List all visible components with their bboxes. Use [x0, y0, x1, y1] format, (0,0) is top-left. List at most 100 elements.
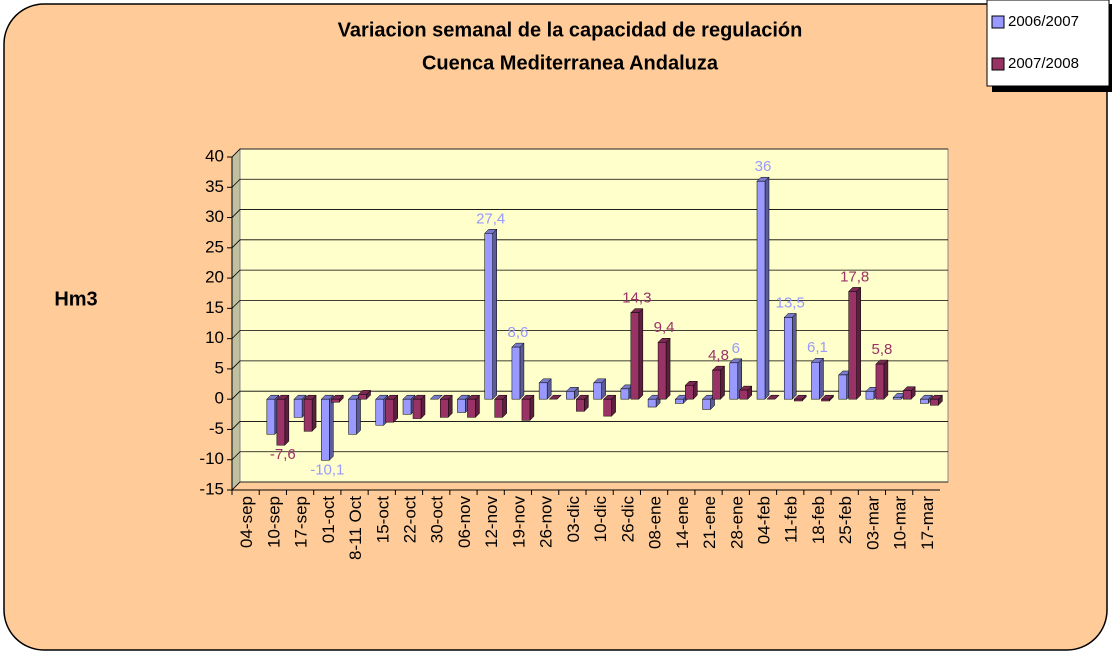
grid-line	[231, 360, 948, 370]
bar-side	[720, 365, 725, 400]
grid-line	[231, 421, 948, 430]
x-tick-label: 30-oct	[428, 496, 447, 544]
x-tick-label: 8-11 Oct	[346, 496, 365, 560]
bar	[358, 394, 367, 400]
bar	[521, 398, 531, 421]
plot-back-wall	[239, 148, 949, 483]
grid-line	[231, 390, 948, 400]
bar	[511, 346, 521, 400]
bar	[566, 391, 575, 400]
bar	[739, 389, 749, 400]
bar	[412, 398, 422, 419]
data-label: 9,4	[654, 319, 675, 336]
y-tick-label: 30	[205, 207, 224, 226]
bar	[702, 398, 711, 410]
grid-line	[231, 148, 948, 158]
grid-line	[231, 330, 948, 339]
bar-top	[766, 394, 780, 400]
data-label: 6,1	[807, 339, 828, 356]
grid-line	[231, 451, 948, 461]
bar	[603, 398, 612, 417]
bar-side	[492, 228, 497, 400]
bar-side	[356, 394, 361, 435]
y-tick-label: 35	[205, 177, 224, 196]
x-tick-label: 25-feb	[836, 496, 855, 544]
bar	[875, 363, 885, 400]
bar-side	[856, 286, 861, 400]
x-tick-label: 11-feb	[782, 496, 801, 543]
y-tick-label: 40	[205, 146, 224, 165]
bar	[630, 312, 640, 400]
x-tick-label: 06-nov	[455, 496, 474, 548]
bar-side	[883, 359, 889, 400]
bar-side	[311, 394, 317, 432]
grid-line	[231, 481, 948, 491]
bar	[276, 398, 286, 446]
data-label: 8,6	[507, 324, 528, 341]
bar	[484, 233, 493, 400]
bar-side	[665, 337, 671, 400]
legend-label: 2006/2007	[1008, 13, 1079, 30]
bar-side	[529, 394, 535, 421]
data-label: 27,4	[476, 210, 505, 227]
bar-side	[638, 307, 644, 400]
chart-subtitle: Cuenca Mediterranea Andaluza	[422, 52, 719, 74]
bar	[303, 398, 313, 432]
bar	[675, 398, 684, 404]
x-tick-label: 18-feb	[809, 496, 828, 544]
x-tick-label: 26-dic	[618, 496, 637, 543]
bar-top	[429, 394, 443, 400]
data-label: 17,8	[840, 268, 869, 285]
bar-side	[819, 357, 824, 400]
grid-line	[231, 239, 948, 249]
bar	[811, 361, 820, 400]
bar	[576, 398, 585, 412]
legend-box	[986, 0, 1110, 87]
x-tick-label: 04-feb	[754, 496, 773, 544]
bar	[331, 398, 340, 403]
x-tick-label: 17-sep	[292, 496, 311, 548]
bar	[375, 398, 385, 426]
data-label: 13,5	[776, 294, 805, 311]
bar	[930, 398, 939, 406]
legend-label: 2007/2008	[1008, 55, 1079, 72]
bar	[685, 385, 694, 400]
y-tick-label: 25	[205, 237, 224, 256]
bar	[729, 362, 739, 400]
bar-side	[764, 176, 770, 400]
y-tick-label: -5	[209, 419, 224, 438]
legend-swatch	[991, 57, 1005, 71]
x-tick-label: 15-oct	[373, 496, 392, 544]
bar	[657, 342, 667, 400]
y-tick-label: 10	[205, 328, 224, 347]
data-label: -10,1	[310, 461, 344, 478]
bar	[538, 382, 548, 400]
bar-side	[329, 394, 334, 461]
bar-side	[393, 394, 399, 423]
bar	[467, 398, 476, 418]
bar	[920, 398, 929, 404]
bar	[902, 390, 912, 400]
bar	[385, 398, 395, 423]
legend-swatch	[991, 15, 1005, 29]
data-label: 6	[732, 340, 740, 357]
x-tick-label: 10-dic	[591, 496, 610, 543]
x-tick-label: 26-nov	[537, 496, 556, 548]
bar	[457, 398, 466, 413]
data-label: 5,8	[871, 341, 892, 358]
x-tick-label: 21-ene	[700, 496, 719, 549]
bar	[892, 397, 902, 400]
x-tick-label: 10-mar	[891, 496, 910, 550]
y-tick-label: 0	[215, 389, 224, 408]
bar	[593, 382, 602, 400]
y-axis-label: Hm3	[54, 288, 97, 310]
x-tick-label: 28-ene	[727, 496, 746, 549]
bar	[293, 398, 303, 418]
grid-line	[231, 269, 948, 279]
bar	[756, 180, 766, 400]
x-tick-label: 14-ene	[673, 496, 692, 549]
bar-side	[791, 312, 797, 400]
y-tick-label: -10	[199, 449, 224, 468]
x-tick-label: 10-sep	[264, 496, 283, 548]
